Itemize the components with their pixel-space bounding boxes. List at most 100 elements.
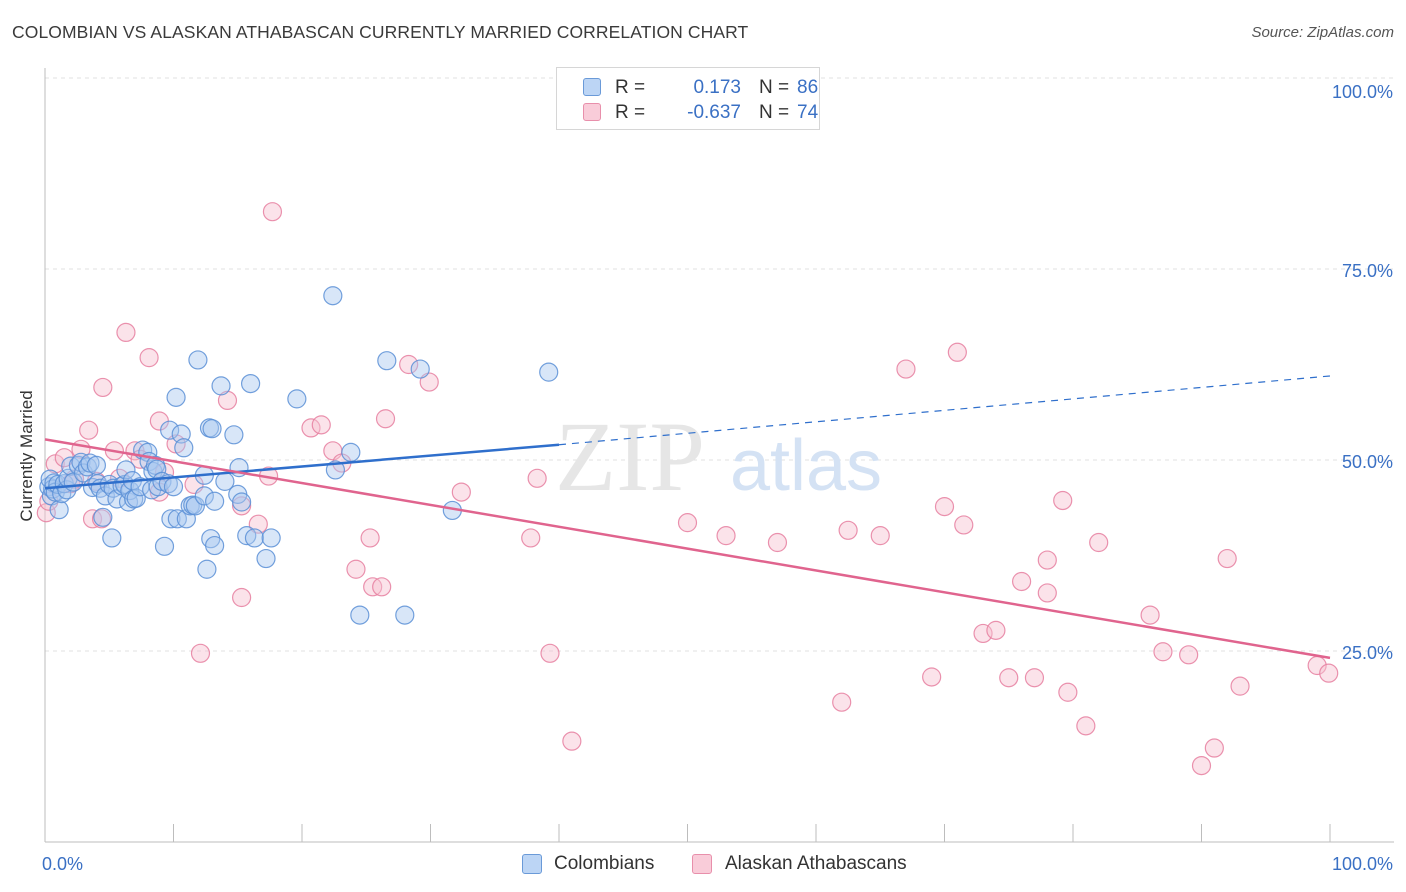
colombians-point xyxy=(154,536,175,556)
y-tick-label: 75.0% xyxy=(1342,261,1393,281)
alaskan-athabascans-point xyxy=(832,692,852,712)
colombians-point xyxy=(410,359,430,379)
x-tick-label-max: 100.0% xyxy=(1332,854,1393,874)
alaskan-athabascans-point xyxy=(870,526,890,546)
alaskan-athabascans-point xyxy=(1058,682,1078,702)
alaskan-athabascans-point xyxy=(527,468,547,488)
alaskan-athabascans-point xyxy=(139,348,159,368)
chart-title: COLOMBIAN VS ALASKAN ATHABASCAN CURRENTL… xyxy=(12,22,749,42)
bottom-legend-swatch-pink xyxy=(692,854,712,874)
colombians-point xyxy=(126,488,146,508)
bottom-legend-colombians: Colombians xyxy=(554,853,655,874)
grid-lines xyxy=(45,77,1394,652)
colombians-point xyxy=(350,605,370,625)
axes xyxy=(44,68,1394,843)
alaskan-athabascans-point xyxy=(947,342,967,362)
alaskan-athabascans-point xyxy=(1076,716,1096,736)
legend-swatch-pink xyxy=(583,103,601,121)
alaskan-athabascans-point xyxy=(1089,532,1109,553)
source-label: Source: ZipAtlas.com xyxy=(1251,24,1394,41)
alaskan-athabascans-point xyxy=(838,520,858,540)
x-tick-label-min: 0.0% xyxy=(42,854,83,874)
alaskan-athabascans-point xyxy=(1024,668,1045,688)
colombians-point xyxy=(174,438,194,458)
legend-n-value: 86 xyxy=(797,77,819,98)
bottom-legend-swatch-blue xyxy=(522,854,542,874)
colombians-point xyxy=(287,389,307,409)
legend-swatch-blue xyxy=(583,78,601,96)
alaskan-athabascans-point xyxy=(562,731,582,751)
alaskan-athabascans-point xyxy=(451,482,471,502)
alaskan-athabascans-point xyxy=(716,526,736,546)
legend: R = 0.173 N = 86 R = -0.637 N = 74 xyxy=(556,67,820,130)
alaskan-athabascans-point xyxy=(999,668,1019,688)
alaskan-athabascans-point xyxy=(399,354,419,375)
alaskan-athabascans-point xyxy=(1319,663,1339,683)
colombians-point xyxy=(341,442,361,462)
y-tick-label: 100.0% xyxy=(1332,82,1393,102)
watermark-zip: ZIP xyxy=(555,401,705,512)
alaskan-athabascans-point xyxy=(375,409,396,429)
bottom-legend-alaskan: Alaskan Athabascans xyxy=(725,853,907,874)
legend-n-value: 74 xyxy=(797,102,819,123)
colombians-point xyxy=(211,376,231,396)
colombians-point xyxy=(377,351,397,371)
legend-r-label: R = xyxy=(615,102,646,123)
alaskan-athabascans-point xyxy=(1191,755,1212,776)
colombians-point xyxy=(95,486,115,506)
colombians-point xyxy=(237,526,257,546)
alaskan-athabascans-point xyxy=(419,372,439,392)
alaskan-athabascans-point xyxy=(116,322,136,343)
legend-r-value: 0.173 xyxy=(693,77,741,98)
legend-r-value: -0.637 xyxy=(687,102,741,123)
legend-n-label: N = xyxy=(759,102,790,123)
alaskan-athabascans-point xyxy=(360,528,380,548)
trend-lines xyxy=(44,375,1331,660)
colombians-point xyxy=(256,548,276,569)
alaskan-athabascans-point xyxy=(190,643,211,663)
colombians-trend-line xyxy=(44,443,560,490)
alaskan-athabascans-trend-line xyxy=(44,438,1331,660)
colombians-point xyxy=(395,605,415,625)
tick-labels: 25.0% 50.0% 75.0% 100.0% 0.0% 100.0% xyxy=(42,82,1393,874)
colombians-point xyxy=(205,535,225,556)
y-tick-label: 25.0% xyxy=(1342,643,1393,663)
alaskan-athabascans-point xyxy=(922,667,942,687)
colombians-point xyxy=(323,286,343,306)
alaskan-athabascans-point xyxy=(1204,738,1224,758)
colombians-point xyxy=(163,477,184,497)
alaskan-athabascans-point xyxy=(93,377,113,398)
alaskan-athabascans-point xyxy=(311,415,331,435)
alaskan-athabascans-point xyxy=(1179,645,1199,665)
colombians-point xyxy=(166,387,186,407)
alaskan-athabascans-point xyxy=(521,528,541,548)
colombians-point xyxy=(205,491,225,511)
colombians-point xyxy=(224,425,244,445)
colombians-point xyxy=(102,528,122,548)
legend-r-label: R = xyxy=(615,77,646,98)
alaskan-athabascans-point xyxy=(1140,605,1160,625)
y-axis-label: Currently Married xyxy=(17,390,36,522)
colombians-point xyxy=(188,350,208,370)
alaskan-athabascans-point xyxy=(677,513,698,533)
colombians-point xyxy=(93,507,113,527)
alaskan-athabascans-point xyxy=(954,515,974,535)
watermark-atlas: atlas xyxy=(730,426,882,506)
alaskan-athabascans-point xyxy=(346,559,366,579)
alaskan-athabascans-point xyxy=(1053,490,1073,511)
colombians-point xyxy=(194,486,214,506)
colombians-point xyxy=(539,362,559,382)
colombians-point xyxy=(161,509,181,529)
colombians-point xyxy=(49,500,69,520)
alaskan-athabascans-point xyxy=(1011,571,1032,592)
alaskan-athabascans-point xyxy=(1217,548,1237,569)
alaskan-athabascans-point xyxy=(767,532,788,553)
alaskan-athabascans-point xyxy=(986,620,1006,640)
colombians-point xyxy=(116,460,136,480)
colombians-point xyxy=(197,559,217,579)
alaskan-athabascans-point xyxy=(79,420,99,440)
colombians-point xyxy=(325,460,346,480)
colombians-point xyxy=(241,374,261,394)
watermark: ZIP atlas xyxy=(555,401,882,512)
